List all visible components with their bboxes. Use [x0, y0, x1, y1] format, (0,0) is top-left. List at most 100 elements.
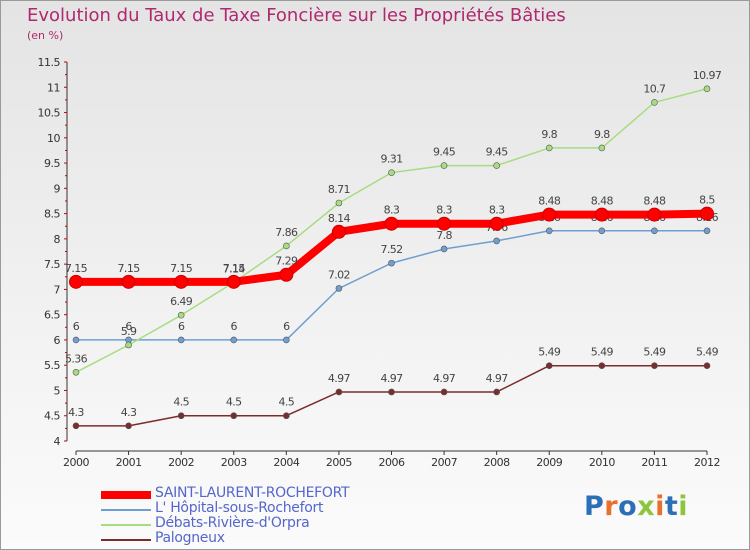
x-tick-label: 2012 — [694, 456, 720, 469]
data-label-0: 8.14 — [328, 212, 351, 225]
data-label-1: 6 — [73, 320, 80, 333]
series-point-2 — [125, 341, 132, 349]
data-label-0: 8.5 — [699, 194, 715, 207]
series-point-1 — [72, 336, 80, 344]
series-point-3 — [177, 412, 185, 420]
data-label-3: 4.97 — [433, 372, 456, 385]
logo-letter: x — [637, 491, 656, 522]
y-tick-label: 8.5 — [44, 208, 60, 221]
chart-title: Evolution du Taux de Taxe Foncière sur l… — [27, 5, 566, 26]
data-label-0: 7.15 — [118, 262, 141, 275]
y-tick-label: 9.5 — [44, 157, 60, 170]
series-point-3 — [388, 388, 395, 396]
logo-letter: i — [678, 491, 689, 522]
data-label-1: 6 — [125, 320, 132, 333]
legend-swatch — [101, 490, 151, 499]
series-point-3 — [545, 362, 553, 370]
data-label-2: 5.9 — [121, 325, 137, 338]
data-label-3: 4.97 — [486, 372, 509, 385]
series-point-2 — [651, 99, 658, 106]
data-label-0: 8.3 — [384, 204, 400, 217]
y-tick-label: 5.5 — [44, 359, 60, 372]
series-point-3 — [703, 362, 711, 370]
series-point-3 — [230, 412, 238, 420]
data-label-3: 4.3 — [121, 406, 137, 419]
data-label-0: 7.29 — [275, 255, 298, 268]
data-label-2: 8.71 — [328, 183, 350, 196]
data-label-3: 4.5 — [278, 396, 294, 409]
series-point-1 — [177, 336, 185, 344]
data-label-2: 9.45 — [486, 146, 509, 159]
series-point-0 — [700, 206, 714, 221]
series-point-3 — [72, 422, 80, 430]
y-tick-label: 10 — [47, 132, 60, 145]
y-tick-label: 11 — [47, 81, 60, 94]
series-point-2 — [545, 144, 553, 152]
series-point-1 — [493, 237, 500, 245]
data-label-3: 5.49 — [643, 346, 666, 359]
data-label-0: 7.15 — [223, 262, 246, 275]
legend-label: Palogneux — [155, 530, 225, 546]
series-point-1 — [598, 227, 606, 235]
legend-swatch — [101, 538, 151, 541]
series-point-0 — [331, 224, 346, 239]
data-label-1: 7.8 — [436, 229, 452, 242]
series-point-0 — [437, 216, 452, 231]
data-label-1: 6 — [178, 320, 185, 333]
series-point-1 — [651, 227, 658, 235]
y-tick-label: 4.5 — [44, 410, 60, 423]
data-label-2: 7.86 — [275, 226, 298, 239]
series-point-0 — [647, 207, 662, 222]
data-label-3: 4.5 — [226, 396, 242, 409]
series-point-2 — [388, 169, 395, 176]
data-label-0: 7.15 — [170, 262, 193, 275]
series-point-3 — [651, 362, 658, 370]
series-point-1 — [230, 336, 238, 344]
logo-letter: t — [664, 491, 679, 522]
legend-label: Débats-Rivière-d'Orpra — [155, 515, 310, 531]
series-point-2 — [177, 311, 185, 319]
x-tick-label: 2005 — [326, 456, 352, 469]
x-tick-label: 2006 — [379, 456, 405, 469]
x-tick-label: 2008 — [484, 456, 510, 469]
series-point-3 — [598, 362, 606, 370]
series-point-1 — [388, 259, 395, 267]
y-tick-label: 5 — [54, 384, 61, 397]
series-point-1 — [283, 336, 290, 344]
data-label-0: 8.3 — [489, 204, 505, 217]
logo-letter: P — [584, 491, 605, 522]
data-label-0: 8.3 — [436, 204, 452, 217]
data-label-2: 9.31 — [380, 153, 402, 166]
series-point-3 — [335, 388, 343, 396]
y-tick-label: 9 — [54, 182, 61, 195]
data-label-3: 5.49 — [696, 346, 719, 359]
data-label-1: 7.52 — [380, 243, 402, 256]
logo-letter: o — [618, 491, 638, 522]
data-label-0: 8.48 — [591, 195, 614, 208]
series-point-0 — [121, 274, 136, 289]
series-point-0 — [384, 216, 399, 231]
data-label-2: 10.7 — [643, 82, 666, 95]
data-label-2: 9.8 — [594, 128, 610, 141]
y-tick-label: 6 — [54, 334, 61, 347]
series-point-0 — [489, 216, 504, 231]
series-point-1 — [545, 227, 553, 235]
data-label-3: 4.97 — [328, 372, 351, 385]
series-point-3 — [493, 388, 500, 396]
y-unit-label: (en %) — [27, 29, 64, 42]
series-point-2 — [598, 144, 606, 152]
data-label-1: 6 — [283, 320, 290, 333]
legend-label: SAINT-LAURENT-ROCHEFORT — [155, 485, 350, 501]
y-tick-label: 6.5 — [44, 309, 60, 322]
series-point-0 — [542, 207, 557, 222]
series-point-3 — [125, 422, 132, 430]
logo-letter: r — [604, 491, 619, 522]
data-label-2: 7.14 — [223, 262, 246, 275]
x-tick-label: 2003 — [221, 456, 247, 469]
x-tick-label: 2000 — [63, 456, 89, 469]
data-label-3: 4.3 — [68, 406, 84, 419]
series-point-2 — [703, 85, 711, 93]
legend-label: L' Hôpital-sous-Rochefort — [155, 500, 324, 516]
